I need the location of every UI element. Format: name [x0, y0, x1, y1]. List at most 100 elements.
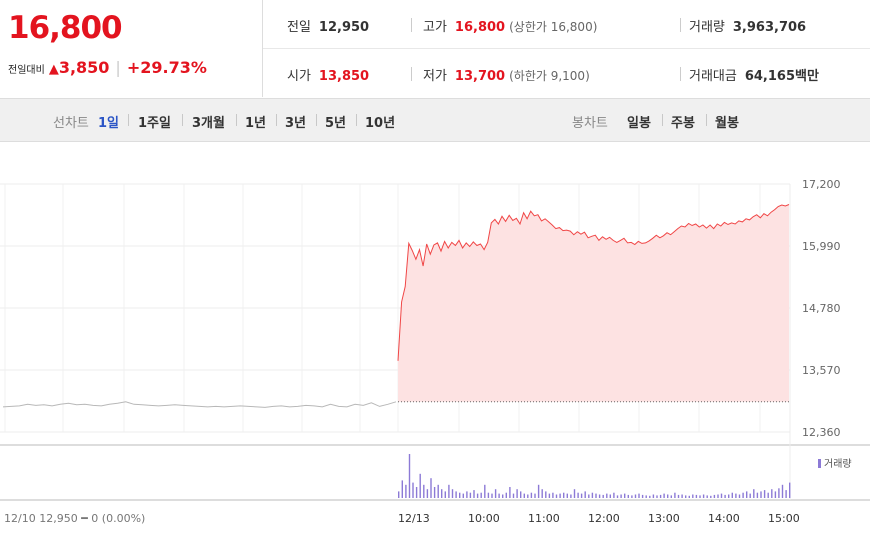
quote-row-1: 전일 12,950 고가 16,800 (상한가 16,800) 거래량 3,963,7… — [263, 0, 870, 49]
day-low: 저가 13,700 (하한가 9,100) — [423, 65, 590, 84]
price-chart: 17,200 15,990 14,780 13,570 12,360 12/10 12,… — [0, 178, 870, 525]
volume-bar — [641, 494, 644, 498]
volume-bar — [466, 491, 468, 498]
volume-bar — [451, 489, 454, 498]
volume-bar — [713, 494, 716, 498]
volume-bar — [735, 493, 737, 498]
volume-bar — [659, 494, 662, 498]
y-tick-label: 12,360 — [802, 426, 841, 439]
tab-5-year[interactable]: 5년 — [325, 116, 347, 131]
volume-bar — [720, 493, 723, 498]
quote-row-2: 시가 13,850 저가 13,700 (하한가 9,100) 거래대금 64,165백… — [263, 49, 870, 97]
candle-chart-label: 봉차트 — [572, 116, 608, 131]
volume-bar — [566, 493, 568, 498]
volume-bar — [412, 482, 414, 498]
lower-limit: (하한가 9,100) — [509, 69, 590, 83]
tab-1-week[interactable]: 1주일 — [138, 116, 171, 131]
volume-bar — [423, 484, 425, 498]
tab-1-day[interactable]: 1일 — [98, 116, 120, 131]
volume-bar — [473, 490, 475, 498]
tab-3-month[interactable]: 3개월 — [192, 116, 225, 131]
volume-bar — [555, 494, 558, 498]
tab-monthly-candle[interactable]: 월봉 — [715, 116, 739, 131]
divider — [411, 67, 412, 81]
volume-bar — [433, 487, 436, 498]
volume-bar — [602, 494, 604, 498]
volume-bar — [763, 490, 766, 498]
volume-bar — [781, 484, 784, 498]
y-axis-labels: 17,200 15,990 14,780 13,570 12,360 — [802, 178, 841, 439]
volume-bar — [627, 494, 629, 498]
volume-bar — [437, 484, 439, 498]
volume-bar — [767, 492, 769, 498]
open-price: 시가 13,850 — [287, 65, 369, 84]
low-value: 13,700 — [454, 69, 506, 84]
volume-bar — [785, 490, 787, 498]
volume-bar — [563, 492, 565, 498]
tab-10-year[interactable]: 10년 — [365, 116, 396, 131]
tab-daily-candle[interactable]: 일봉 — [627, 116, 651, 131]
volume-bar — [541, 489, 543, 498]
volume-bar — [749, 493, 751, 498]
x-tick-label: 14:00 — [708, 512, 740, 525]
volume-bar — [778, 488, 780, 498]
divider — [356, 114, 357, 126]
volume-bar — [717, 494, 719, 498]
x-tick-label: 12/13 — [398, 512, 430, 525]
volume-bar — [530, 492, 533, 498]
volume-bar — [462, 493, 464, 498]
y-tick-label: 17,200 — [802, 178, 841, 191]
volume-bar — [552, 492, 554, 498]
upper-limit: (상한가 16,800) — [509, 20, 598, 34]
volume-bar — [631, 495, 633, 498]
volume-bar — [638, 493, 640, 498]
divider — [128, 114, 129, 126]
volume-bar — [444, 491, 446, 498]
divider — [706, 114, 707, 126]
price-change: 전일대비 ▲3,850 | +29.73% — [8, 58, 207, 77]
volume-bar — [753, 489, 755, 498]
volume-bar — [634, 494, 637, 498]
volume-bar — [595, 493, 597, 498]
quote-panel: 16,800 전일대비 ▲3,850 | +29.73% 전일 12,950 고가 16,… — [0, 0, 870, 99]
open-value: 13,850 — [318, 69, 370, 84]
volume-bar — [398, 491, 400, 498]
divider — [662, 114, 663, 126]
price-box: 16,800 전일대비 ▲3,850 | +29.73% — [0, 0, 263, 97]
high-value: 16,800 — [454, 20, 506, 35]
volume-bar — [430, 478, 432, 498]
volume-bar — [624, 493, 626, 498]
divider — [182, 114, 183, 126]
volume-bar — [692, 494, 694, 498]
tab-weekly-candle[interactable]: 주봉 — [671, 116, 695, 131]
volume-bar — [728, 494, 730, 498]
tab-1-year[interactable]: 1년 — [245, 116, 267, 131]
volume-bar — [405, 484, 407, 498]
volume-bar — [505, 492, 507, 498]
volume-bar — [667, 494, 669, 498]
volume-bar — [480, 492, 482, 498]
volume-bar — [670, 495, 672, 498]
volume-bar — [760, 491, 762, 498]
x-axis-labels: 12/10 12,950 ━ 0 (0.00%) 12/13 10:00 11:00 1… — [4, 512, 800, 525]
volume-value: 3,963,706 — [732, 20, 807, 35]
tab-3-year[interactable]: 3년 — [285, 116, 307, 131]
volume-bar — [494, 489, 497, 498]
up-arrow-icon: ▲ — [48, 62, 59, 77]
amount-unit: 백만 — [795, 69, 819, 84]
volume-bar — [415, 487, 418, 498]
volume-bar — [459, 492, 461, 498]
volume-bar — [645, 495, 647, 498]
volume-bar — [527, 494, 529, 498]
volume-bar — [756, 492, 759, 498]
today-price-line — [397, 204, 790, 361]
volume-bar — [688, 495, 690, 498]
x-tick-label: 12/10 12,950 ━ 0 (0.00%) — [4, 512, 145, 525]
volume-bar — [408, 454, 411, 498]
x-tick-label: 12:00 — [588, 512, 620, 525]
volume-bar — [498, 493, 500, 498]
volume-bar — [591, 492, 594, 498]
volume-bar — [656, 495, 658, 498]
volume-bar — [706, 495, 708, 498]
volume-bar — [606, 493, 608, 498]
